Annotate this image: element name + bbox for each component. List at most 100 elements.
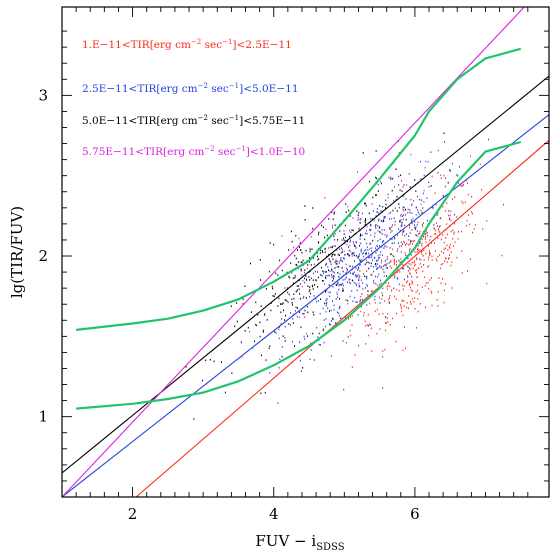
scatter-point (366, 304, 368, 306)
scatter-point (406, 233, 408, 235)
scatter-point (384, 260, 386, 262)
scatter-point (244, 285, 246, 287)
scatter-point (379, 256, 381, 259)
scatter-point (305, 275, 307, 277)
scatter-point (408, 295, 410, 297)
scatter-point (343, 230, 345, 232)
scatter-point (414, 179, 416, 181)
scatter-point (336, 263, 338, 265)
scatter-point (403, 206, 405, 209)
scatter-point (337, 239, 339, 241)
legend-entry: 5.0E−11<TIR[erg cm−2 sec−1]<5.75E−11 (82, 114, 305, 127)
scatter-point (430, 185, 432, 187)
scatter-point (429, 239, 431, 241)
scatter-point (437, 149, 439, 152)
scatter-point (358, 279, 360, 281)
scatter-point (433, 224, 435, 226)
scatter-point (378, 218, 380, 221)
scatter-point (350, 239, 352, 242)
scatter-point (367, 290, 369, 292)
scatter-point (425, 236, 426, 238)
scatter-point (391, 238, 393, 241)
scatter-point (354, 245, 356, 247)
scatter-point (467, 270, 468, 272)
scatter-point (414, 260, 416, 262)
scatter-point (370, 217, 372, 220)
scatter-point (427, 281, 429, 284)
scatter-point (401, 223, 403, 226)
scatter-point (402, 206, 404, 208)
scatter-point (453, 222, 455, 225)
scatter-point (444, 257, 446, 259)
scatter-series-black (150, 132, 451, 420)
scatter-point (356, 241, 357, 244)
scatter-point (352, 252, 354, 255)
scatter-point (369, 180, 371, 183)
scatter-point (424, 233, 426, 236)
scatter-point (322, 270, 324, 273)
scatter-point (370, 234, 372, 236)
scatter-point (411, 261, 413, 264)
scatter-point (305, 332, 307, 335)
scatter-point (345, 277, 347, 279)
scatter-point (465, 179, 467, 182)
scatter-point (313, 359, 315, 361)
axis-ticks: 2 4 6 1 2 3 (38, 7, 549, 523)
scatter-point (348, 246, 349, 248)
scatter-point (385, 316, 387, 318)
scatter-point (404, 251, 406, 254)
scatter-point (430, 151, 432, 153)
scatter-point (443, 289, 445, 292)
scatter-point (318, 343, 320, 346)
scatter-point (442, 278, 443, 280)
scatter-point (259, 321, 261, 324)
scatter-point (383, 275, 385, 277)
x-tick-label: 6 (410, 505, 420, 523)
scatter-point (294, 254, 296, 257)
scatter-point (310, 277, 312, 279)
scatter-point (363, 311, 365, 314)
scatter-point (448, 245, 450, 248)
scatter-point (367, 290, 369, 292)
scatter-point (394, 258, 396, 261)
scatter-point (412, 290, 414, 292)
scatter-point (318, 241, 320, 244)
scatter-point (317, 259, 319, 261)
scatter-point (422, 207, 424, 209)
scatter-point (386, 267, 388, 269)
scatter-point (326, 274, 328, 277)
scatter-point (432, 207, 434, 209)
scatter-point (301, 274, 303, 276)
scatter-point (428, 265, 430, 267)
scatter-point (390, 211, 392, 214)
scatter-point (306, 305, 308, 308)
scatter-point (431, 277, 432, 279)
scatter-point (307, 311, 309, 314)
scatter-point (309, 250, 311, 253)
scatter-point (394, 275, 396, 277)
scatter-point (372, 239, 374, 242)
scatter-point (345, 299, 347, 301)
scatter-point (288, 275, 290, 278)
scatter-point (411, 283, 413, 285)
fit-line-red (135, 139, 549, 497)
scatter-point (431, 292, 433, 294)
scatter-point (446, 244, 448, 247)
scatter-point (291, 240, 293, 243)
scatter-point (403, 267, 405, 270)
scatter-point (399, 261, 401, 264)
scatter-point (365, 202, 367, 205)
scatter-point (365, 262, 367, 264)
scatter-point (362, 152, 364, 154)
scatter-point (363, 255, 365, 258)
scatter-point (277, 274, 279, 276)
scatter-point (353, 271, 355, 274)
scatter-point (344, 224, 346, 227)
scatter-point (262, 331, 264, 333)
scatter-point (427, 160, 429, 163)
scatter-point (376, 245, 378, 247)
scatter-point (373, 282, 375, 284)
scatter-point (257, 313, 259, 316)
scatter-point (370, 265, 372, 267)
scatter-point (365, 252, 366, 255)
